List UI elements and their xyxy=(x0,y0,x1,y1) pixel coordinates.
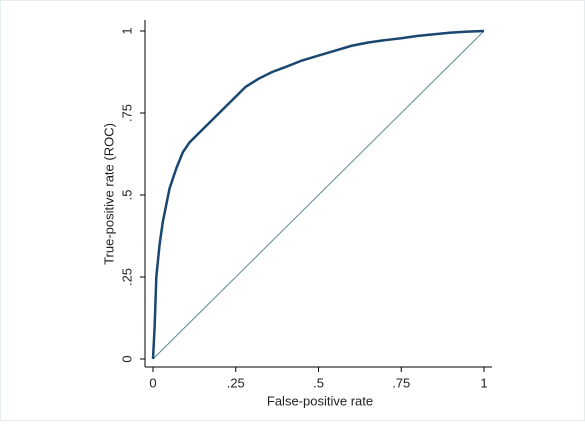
y-tick-label: 1 xyxy=(119,27,134,34)
y-axis-title: True-positive rate (ROC) xyxy=(101,123,116,265)
y-tick-label: .75 xyxy=(119,104,134,122)
reference-line xyxy=(152,30,485,360)
roc-curve xyxy=(151,29,485,360)
y-tick-label: .25 xyxy=(119,268,134,286)
x-tick-label: 1 xyxy=(480,375,487,390)
x-tick-label: 0 xyxy=(149,375,156,390)
y-tick-label: 0 xyxy=(119,355,134,362)
x-tick-label: .75 xyxy=(392,375,410,390)
y-tick-label: .5 xyxy=(119,190,134,201)
x-tick-label: .5 xyxy=(313,375,324,390)
x-axis-title: False-positive rate xyxy=(267,393,373,408)
x-tick-label: .25 xyxy=(227,375,245,390)
